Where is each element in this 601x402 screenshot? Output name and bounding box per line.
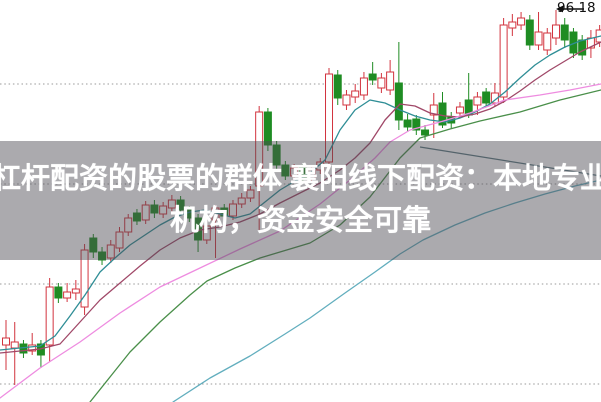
headline-line-2: 机构，资金安全可靠 bbox=[169, 205, 431, 237]
high-price-label: 96.18 bbox=[557, 0, 596, 16]
headline-line-1: 杠杆配资的股票的群体 襄阳线下配资：本地专业 bbox=[0, 163, 601, 195]
headline-overlay: 杠杆配资的股票的群体 襄阳线下配资：本地专业 机构，资金安全可靠 bbox=[0, 141, 601, 260]
